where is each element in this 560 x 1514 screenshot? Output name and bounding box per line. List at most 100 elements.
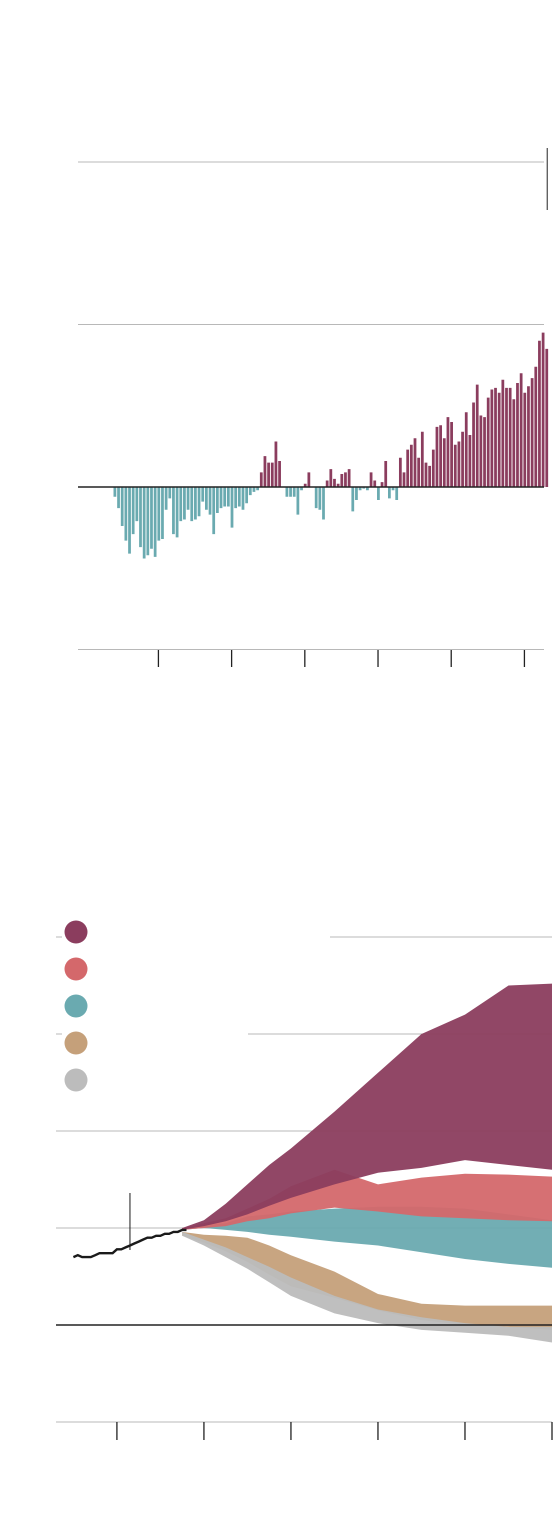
anomaly-bar <box>417 457 421 487</box>
anomaly-bar <box>530 378 534 487</box>
anomaly-bar <box>186 487 190 510</box>
anomaly-bar <box>205 487 208 510</box>
anomaly-bar <box>424 462 428 487</box>
anomaly-bar <box>237 487 241 507</box>
anomaly-bar <box>358 487 362 491</box>
anomaly-bar <box>472 402 475 487</box>
anomaly-bar <box>501 379 505 487</box>
anomaly-bar <box>527 386 530 487</box>
anomaly-bar <box>212 487 216 535</box>
anomaly-bar <box>340 474 344 487</box>
anomaly-bar <box>497 392 501 487</box>
anomaly-bar <box>406 449 410 487</box>
anomaly-bar <box>464 412 468 487</box>
anomaly-bar <box>523 392 527 487</box>
anomaly-bar <box>545 348 549 487</box>
anomaly-bar <box>475 384 479 487</box>
anomaly-bar <box>344 472 347 487</box>
anomaly-bar <box>256 487 259 491</box>
anomaly-bar <box>197 487 201 517</box>
anomaly-bar <box>289 487 292 497</box>
anomaly-bar <box>234 487 238 509</box>
anomaly-bar <box>508 387 512 487</box>
anomaly-bar <box>120 487 124 526</box>
anomaly-bar <box>442 438 446 487</box>
scenario-band <box>182 1206 552 1268</box>
anomaly-bar <box>428 465 432 487</box>
anomaly-bar <box>215 487 219 513</box>
anomaly-bar <box>329 469 333 487</box>
anomaly-bar <box>190 487 194 522</box>
legend-swatch <box>64 1068 88 1092</box>
anomaly-bar <box>226 487 230 507</box>
anomaly-bar <box>453 444 457 487</box>
anomaly-bar <box>380 482 384 487</box>
anomaly-bar <box>117 487 120 509</box>
anomaly-bar <box>183 487 186 520</box>
anomaly-bar <box>278 461 281 487</box>
anomaly-bar <box>259 472 263 487</box>
anomaly-bar <box>219 487 223 509</box>
anomaly-bar <box>168 487 172 499</box>
anomaly-bar <box>490 389 494 487</box>
anomaly-bar <box>439 425 442 487</box>
anomaly-bar <box>113 487 117 497</box>
anomaly-bar <box>388 487 391 499</box>
anomaly-bar <box>285 487 289 497</box>
scenario-band <box>182 1169 552 1230</box>
anomaly-bar <box>336 483 340 487</box>
anomaly-bar <box>538 340 541 487</box>
anomaly-bar <box>468 435 472 487</box>
anomaly-bar <box>131 487 135 535</box>
anomaly-bar <box>153 487 157 557</box>
anomaly-bar <box>541 332 545 487</box>
anomaly-bar <box>351 487 355 512</box>
anomaly-bar <box>398 457 402 487</box>
anomaly-bar <box>303 483 307 487</box>
anomaly-bar <box>486 397 490 487</box>
anomaly-bar <box>402 472 406 487</box>
anomaly-bar <box>223 487 227 507</box>
anomaly-bar <box>534 366 538 487</box>
anomaly-bar <box>333 478 336 487</box>
anomaly-bar <box>267 462 270 487</box>
anomaly-bar <box>146 487 150 556</box>
anomaly-bar <box>157 487 161 541</box>
anomaly-bar <box>314 487 318 509</box>
anomaly-bar <box>366 487 369 491</box>
anomaly-bar <box>325 480 329 487</box>
anomaly-bar <box>519 373 523 487</box>
anomaly-bar <box>241 487 245 510</box>
anomaly-bar <box>355 487 358 500</box>
anomaly-bar <box>230 487 234 528</box>
anomaly-bar <box>161 487 164 539</box>
anomaly-bar <box>175 487 179 538</box>
anomaly-bar <box>245 487 249 504</box>
scenario-band <box>182 1231 552 1330</box>
anomaly-bar <box>347 469 351 487</box>
anomaly-bar <box>296 487 300 515</box>
temperature-anomaly-bar-chart <box>78 148 549 667</box>
anomaly-bar <box>450 422 453 487</box>
anomaly-bar <box>128 487 131 554</box>
anomaly-bar <box>194 487 197 520</box>
anomaly-bar <box>300 487 303 491</box>
anomaly-bar <box>263 456 267 487</box>
anomaly-bar <box>274 441 278 487</box>
anomaly-bar <box>483 417 486 487</box>
anomaly-bar <box>252 487 256 492</box>
anomaly-bar <box>431 449 435 487</box>
anomaly-bar <box>318 487 322 510</box>
anomaly-bar <box>435 426 439 487</box>
anomaly-bar <box>395 487 399 500</box>
anomaly-bar <box>124 487 128 541</box>
legend-swatch <box>64 957 88 981</box>
anomaly-bar <box>420 431 424 487</box>
anomaly-bar <box>413 438 417 487</box>
anomaly-bar <box>307 472 311 487</box>
anomaly-bar <box>446 417 450 487</box>
anomaly-bar <box>369 472 373 487</box>
anomaly-bar <box>248 487 252 496</box>
anomaly-bar <box>409 444 413 487</box>
anomaly-bar <box>201 487 205 502</box>
